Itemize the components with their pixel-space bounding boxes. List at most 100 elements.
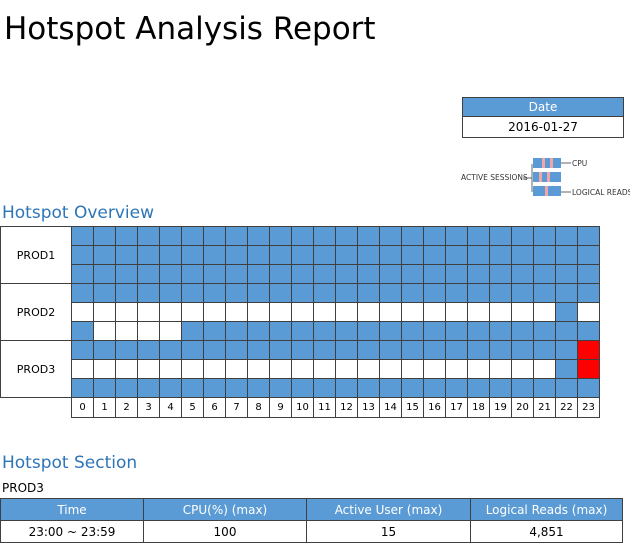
hotspot-cell[interactable]: [401, 321, 424, 341]
hotspot-cell[interactable]: [511, 378, 534, 398]
hotspot-cell[interactable]: [93, 245, 116, 265]
hotspot-cell[interactable]: [357, 378, 380, 398]
hotspot-cell[interactable]: [335, 245, 358, 265]
hotspot-cell[interactable]: [379, 378, 402, 398]
hotspot-cell[interactable]: [115, 340, 138, 360]
hotspot-cell[interactable]: [467, 283, 490, 303]
hotspot-cell[interactable]: [225, 226, 248, 246]
hotspot-cell[interactable]: [291, 321, 314, 341]
hotspot-cell[interactable]: [203, 321, 226, 341]
hotspot-cell[interactable]: [313, 226, 336, 246]
hotspot-cell[interactable]: [357, 264, 380, 284]
hotspot-cell[interactable]: [181, 321, 204, 341]
hotspot-cell[interactable]: [379, 264, 402, 284]
hotspot-cell[interactable]: [313, 302, 336, 322]
hotspot-cell[interactable]: [555, 359, 578, 379]
hotspot-cell[interactable]: [137, 359, 160, 379]
hotspot-cell[interactable]: [181, 340, 204, 360]
hotspot-cell[interactable]: [203, 226, 226, 246]
hotspot-cell[interactable]: [445, 302, 468, 322]
hotspot-cell[interactable]: [467, 321, 490, 341]
hotspot-cell[interactable]: [159, 359, 182, 379]
hotspot-cell[interactable]: [577, 378, 600, 398]
hotspot-cell[interactable]: [489, 340, 512, 360]
hotspot-cell[interactable]: [357, 321, 380, 341]
hotspot-cell[interactable]: [115, 302, 138, 322]
hotspot-cell[interactable]: [423, 264, 446, 284]
hotspot-cell[interactable]: [269, 359, 292, 379]
hotspot-cell[interactable]: [445, 378, 468, 398]
hotspot-cell[interactable]: [159, 226, 182, 246]
hotspot-cell[interactable]: [291, 245, 314, 265]
hotspot-cell[interactable]: [489, 359, 512, 379]
hotspot-cell[interactable]: [423, 302, 446, 322]
hotspot-cell[interactable]: [533, 283, 556, 303]
hotspot-cell[interactable]: [71, 378, 94, 398]
hotspot-cell[interactable]: [423, 283, 446, 303]
hotspot-cell[interactable]: [203, 245, 226, 265]
hotspot-cell[interactable]: [511, 264, 534, 284]
hotspot-cell[interactable]: [115, 283, 138, 303]
hotspot-cell[interactable]: [247, 378, 270, 398]
hotspot-cell[interactable]: [247, 226, 270, 246]
hotspot-cell[interactable]: [423, 245, 446, 265]
hotspot-cell[interactable]: [533, 226, 556, 246]
hotspot-cell[interactable]: [401, 302, 424, 322]
hotspot-cell[interactable]: [225, 283, 248, 303]
hotspot-cell[interactable]: [159, 340, 182, 360]
hotspot-cell[interactable]: [269, 378, 292, 398]
hotspot-cell[interactable]: [555, 245, 578, 265]
hotspot-cell[interactable]: [335, 321, 358, 341]
hotspot-cell[interactable]: [247, 245, 270, 265]
hotspot-cell[interactable]: [269, 226, 292, 246]
hotspot-cell[interactable]: [577, 321, 600, 341]
hotspot-cell[interactable]: [115, 264, 138, 284]
hotspot-cell[interactable]: [247, 264, 270, 284]
hotspot-cell[interactable]: [489, 378, 512, 398]
hotspot-cell[interactable]: [71, 359, 94, 379]
hotspot-cell[interactable]: [313, 245, 336, 265]
hotspot-cell[interactable]: [555, 340, 578, 360]
hotspot-cell[interactable]: [379, 321, 402, 341]
hotspot-cell[interactable]: [181, 264, 204, 284]
hotspot-cell[interactable]: [93, 321, 116, 341]
hotspot-cell[interactable]: [423, 226, 446, 246]
hotspot-cell[interactable]: [247, 283, 270, 303]
hotspot-cell[interactable]: [225, 340, 248, 360]
hotspot-cell[interactable]: [291, 302, 314, 322]
hotspot-cell[interactable]: [335, 226, 358, 246]
hotspot-cell[interactable]: [247, 302, 270, 322]
hotspot-cell[interactable]: [533, 359, 556, 379]
hotspot-cell[interactable]: [269, 321, 292, 341]
hotspot-cell[interactable]: [401, 226, 424, 246]
hotspot-cell[interactable]: [335, 264, 358, 284]
hotspot-cell[interactable]: [71, 226, 94, 246]
hotspot-cell[interactable]: [115, 378, 138, 398]
hotspot-cell[interactable]: [269, 340, 292, 360]
hotspot-cell[interactable]: [467, 359, 490, 379]
hotspot-cell[interactable]: [181, 283, 204, 303]
hotspot-cell[interactable]: [203, 378, 226, 398]
hotspot-cell[interactable]: [577, 283, 600, 303]
hotspot-cell[interactable]: [511, 321, 534, 341]
hotspot-cell[interactable]: [577, 302, 600, 322]
hotspot-cell[interactable]: [203, 264, 226, 284]
hotspot-cell[interactable]: [555, 264, 578, 284]
hotspot-cell[interactable]: [423, 321, 446, 341]
hotspot-cell[interactable]: [137, 340, 160, 360]
hotspot-cell[interactable]: [71, 264, 94, 284]
hotspot-cell[interactable]: [577, 340, 600, 360]
hotspot-cell[interactable]: [401, 283, 424, 303]
hotspot-cell[interactable]: [533, 340, 556, 360]
hotspot-cell[interactable]: [93, 302, 116, 322]
hotspot-cell[interactable]: [71, 321, 94, 341]
hotspot-cell[interactable]: [357, 283, 380, 303]
hotspot-cell[interactable]: [445, 226, 468, 246]
hotspot-cell[interactable]: [137, 283, 160, 303]
hotspot-cell[interactable]: [335, 340, 358, 360]
hotspot-cell[interactable]: [159, 245, 182, 265]
hotspot-cell[interactable]: [269, 245, 292, 265]
hotspot-cell[interactable]: [71, 302, 94, 322]
hotspot-cell[interactable]: [93, 226, 116, 246]
hotspot-cell[interactable]: [93, 359, 116, 379]
